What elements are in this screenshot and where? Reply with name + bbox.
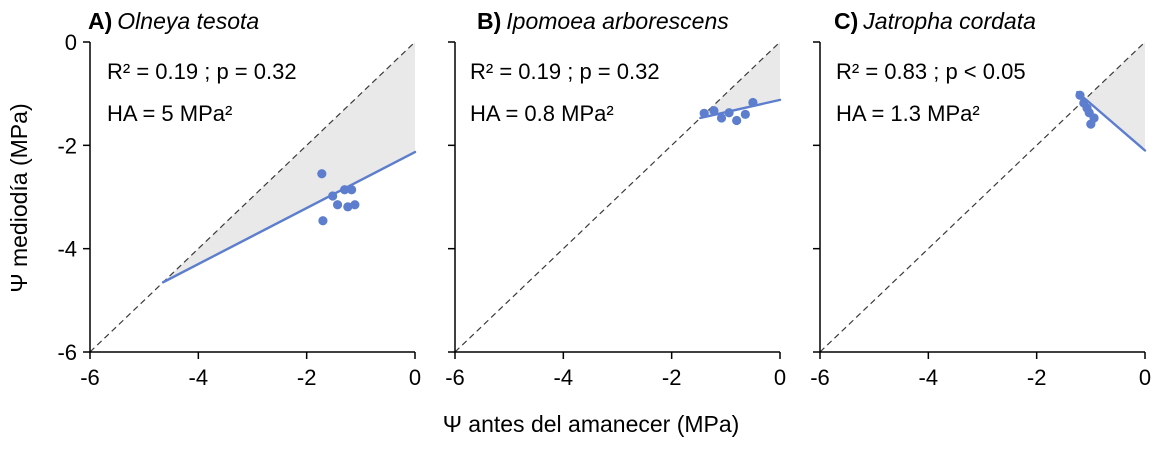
y-axis-label: Ψ mediodía (MPa) <box>6 103 32 293</box>
x-axis-label: Ψ antes del amanecer (MPa) <box>442 411 740 437</box>
x-tick-label-a: -2 <box>297 365 317 390</box>
panel-a-title: A) Olneya tesota <box>88 8 259 35</box>
panel-b-hysteresis-area: HA = 0.8 MPa² <box>470 101 614 126</box>
data-point-b <box>740 109 750 119</box>
panel-b-label: B) <box>477 8 502 34</box>
data-point-c <box>1075 90 1085 100</box>
x-tick-label-b: 0 <box>774 365 786 390</box>
data-point-b <box>709 106 719 116</box>
data-point-a <box>350 200 360 210</box>
x-tick-label-c: -4 <box>919 365 939 390</box>
panel-c-label: C) <box>834 8 859 34</box>
x-tick-label-b: -4 <box>554 365 574 390</box>
identity-line-b <box>454 41 781 353</box>
panel-c-species: Jatropha cordata <box>863 8 1036 34</box>
x-tick-label-c: -2 <box>1027 365 1047 390</box>
data-point-a <box>347 185 357 195</box>
y-tick-label: -6 <box>57 340 77 365</box>
identity-line-c <box>819 41 1146 353</box>
data-point-a <box>343 202 353 212</box>
data-point-b <box>724 108 734 118</box>
data-point-b <box>732 115 742 126</box>
y-tick-label: -2 <box>57 133 77 158</box>
data-point-b <box>716 113 727 123</box>
data-point-b <box>699 108 709 118</box>
panel-a-hysteresis-area: HA = 5 MPa² <box>107 101 233 126</box>
data-point-b <box>748 97 758 108</box>
identity-line-a <box>89 41 416 353</box>
panel-a-stats: R² = 0.19 ; p = 0.32 <box>107 59 297 84</box>
data-point-a <box>317 169 327 179</box>
x-tick-label-a: 0 <box>409 365 421 390</box>
panel-c-hysteresis-area: HA = 1.3 MPa² <box>836 101 980 126</box>
data-point-a <box>318 216 328 226</box>
panel-a-species: Olneya tesota <box>117 8 260 34</box>
panel-b-stats: R² = 0.19 ; p = 0.32 <box>470 59 660 84</box>
data-point-c <box>1086 119 1096 129</box>
regression-line-a <box>161 150 417 284</box>
x-tick-label-b: -2 <box>662 365 682 390</box>
panel-b-species: Ipomoea arborescens <box>506 8 729 34</box>
y-tick-label: 0 <box>65 30 77 55</box>
y-tick-label: -4 <box>57 237 77 262</box>
data-point-a <box>328 191 338 201</box>
panel-c-title: C) Jatropha cordata <box>834 8 1036 35</box>
x-tick-label-c: -6 <box>810 365 830 390</box>
panel-b-title: B) Ipomoea arborescens <box>477 8 729 35</box>
x-tick-label-a: -6 <box>80 365 100 390</box>
x-tick-label-c: 0 <box>1139 365 1151 390</box>
regression-line-c <box>1076 90 1147 152</box>
data-point-a <box>332 200 343 210</box>
panel-c-stats: R² = 0.83 ; p < 0.05 <box>836 59 1026 84</box>
x-tick-label-a: -4 <box>189 365 209 390</box>
panel-a-label: A) <box>88 8 113 34</box>
hysteresis-area-c <box>1085 42 1145 151</box>
x-tick-label-b: -6 <box>445 365 465 390</box>
data-point-a <box>339 185 350 195</box>
